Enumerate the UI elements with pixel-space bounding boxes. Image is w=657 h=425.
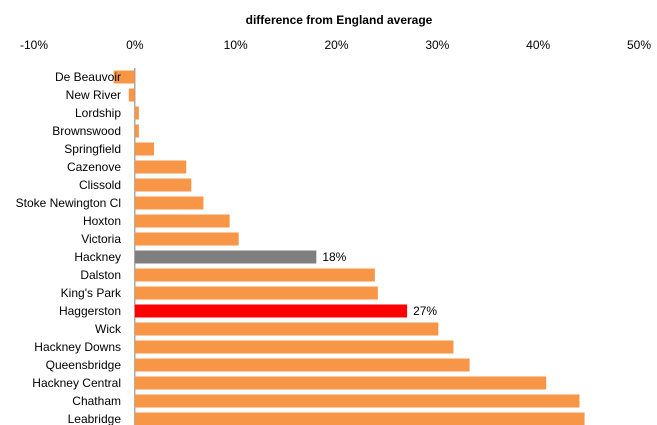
bar xyxy=(128,88,135,102)
category-label: Cazenove xyxy=(67,160,121,174)
category-label: Hoxton xyxy=(83,214,121,228)
x-tick-label: 20% xyxy=(324,38,348,52)
bar xyxy=(134,106,139,120)
bar xyxy=(134,196,204,210)
bar xyxy=(134,124,139,138)
bar xyxy=(134,286,378,300)
bar xyxy=(134,394,580,408)
category-label: Hackney Central xyxy=(32,376,121,390)
x-tick-label: 10% xyxy=(224,38,248,52)
category-label: Springfield xyxy=(64,142,121,156)
category-label: Lordship xyxy=(75,106,121,120)
category-label: Leabridge xyxy=(68,412,122,425)
x-tick-label: 0% xyxy=(126,38,144,52)
category-label: New River xyxy=(66,88,121,102)
bar xyxy=(134,214,230,228)
data-label: 18% xyxy=(322,250,346,264)
category-label: Brownswood xyxy=(52,124,121,138)
bar xyxy=(134,232,239,246)
bar xyxy=(134,268,375,282)
category-label: Haggerston xyxy=(59,304,121,318)
bar xyxy=(134,304,408,318)
bar xyxy=(134,358,470,372)
category-label: King's Park xyxy=(61,286,122,300)
bar xyxy=(134,322,439,336)
x-tick-label: 50% xyxy=(627,38,651,52)
category-label: Hackney Downs xyxy=(34,340,121,354)
data-label: 27% xyxy=(413,304,437,318)
x-tick-label: -10% xyxy=(20,38,48,52)
bar xyxy=(134,142,154,156)
category-label: Hackney xyxy=(74,250,121,264)
bar xyxy=(134,250,317,264)
bar xyxy=(134,340,454,354)
x-tick-label: 40% xyxy=(526,38,550,52)
bar xyxy=(134,412,585,425)
bar xyxy=(134,160,187,174)
bar xyxy=(134,178,192,192)
bar xyxy=(134,376,547,390)
category-label: Queensbridge xyxy=(46,358,122,372)
category-label: Victoria xyxy=(81,232,121,246)
x-axis-ticks: -10% 0% 10% 20% 30% 40% 50% xyxy=(20,38,651,52)
bar xyxy=(113,70,135,84)
category-label: Dalston xyxy=(80,268,121,282)
category-label: Chatham xyxy=(72,394,121,408)
data-labels: 18% 27% xyxy=(322,250,437,318)
category-label: Clissold xyxy=(79,178,121,192)
bars xyxy=(113,70,585,425)
x-tick-label: 30% xyxy=(425,38,449,52)
category-label: Wick xyxy=(95,322,122,336)
category-label: Stoke Newington Cl xyxy=(16,196,121,210)
category-labels: De Beauvoir New River Lordship Brownswood Sp… xyxy=(16,70,122,425)
category-label: De Beauvoir xyxy=(55,70,121,84)
axis-title: difference from England average xyxy=(246,13,433,27)
